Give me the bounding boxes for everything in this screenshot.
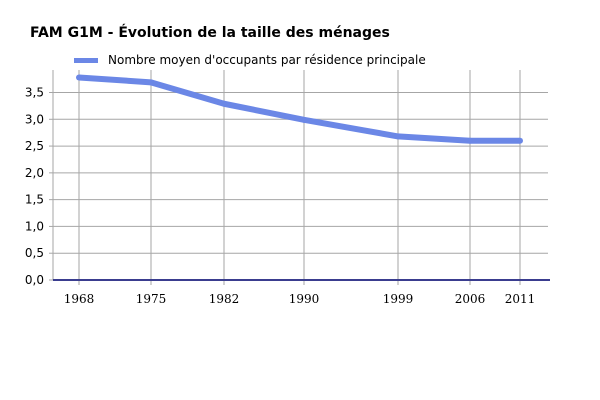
legend-swatch — [74, 57, 98, 63]
x-tick-label: 2011 — [505, 292, 536, 306]
y-tick-label: 1,0 — [25, 219, 44, 233]
axis-layer — [49, 70, 550, 285]
data-point — [467, 137, 473, 144]
chart-title: FAM G1M - Évolution de la taille des mén… — [30, 25, 390, 41]
data-point — [395, 133, 401, 140]
y-tick-label: 2,5 — [25, 139, 44, 153]
data-point — [517, 137, 523, 144]
data-point — [221, 100, 227, 107]
legend: Nombre moyen d'occupants par résidence p… — [74, 51, 426, 69]
data-point — [76, 74, 82, 81]
y-tick-label: 2,0 — [25, 166, 44, 180]
x-tick-label: 1982 — [209, 292, 240, 306]
data-point — [301, 116, 307, 123]
y-tick-label: 3,0 — [25, 112, 44, 126]
data-point — [148, 79, 154, 86]
y-tick-label: 3,5 — [25, 86, 44, 100]
tick-label-layer: 0,0 0,5 1,0 1,5 2,0 2,5 3,0 3,5 1968 1975 1982 1990… — [25, 86, 535, 307]
series-line — [78, 74, 520, 144]
x-tick-label: 1990 — [289, 292, 320, 306]
y-tick-label: 0,0 — [25, 273, 44, 287]
legend-label: Nombre moyen d'occupants par résidence p… — [108, 53, 426, 67]
x-tick-label: 1975 — [136, 292, 167, 306]
x-tick-label: 1968 — [64, 292, 95, 306]
y-tick-label: 0,5 — [25, 246, 44, 260]
grid-layer — [53, 70, 548, 280]
y-tick-label: 1,5 — [25, 193, 44, 207]
series-layer — [76, 74, 523, 144]
x-tick-label: 1999 — [383, 292, 414, 306]
x-tick-label: 2006 — [455, 292, 486, 306]
